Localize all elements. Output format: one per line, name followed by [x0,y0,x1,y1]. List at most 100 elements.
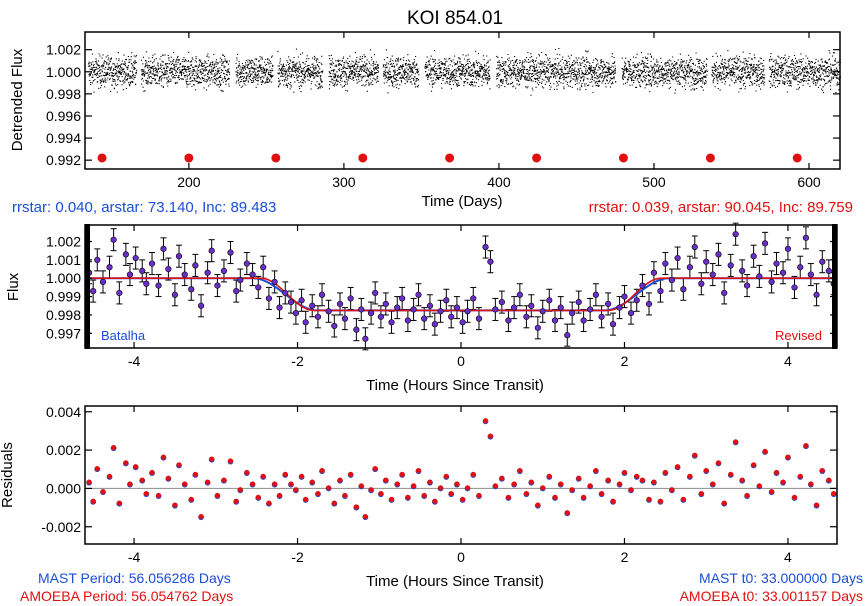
flux-error-bars [86,222,837,351]
residual-point-revised [675,464,681,470]
residual-point-revised [276,492,283,499]
residual-point-revised [710,481,716,487]
residual-point-revised [394,481,400,487]
folded-transit-xlabel: Time (Hours Since Transit) [366,377,544,394]
revised-model-curve [85,277,837,312]
residual-point-revised [94,466,100,472]
residual-point-revised [739,477,745,483]
folded-flux-point [674,254,681,262]
folded-flux-point [415,291,422,298]
revised-label: Revised [775,328,822,343]
amoeba-t0: AMOEBA t0: 33.001157 Days [680,588,863,604]
residual-point-revised [155,492,162,499]
folded-flux-point [399,295,406,302]
folded-flux-point [260,264,267,271]
residual-point-revised [221,477,227,483]
folded-flux-point [309,302,316,309]
residual-point-revised [237,487,243,493]
residual-point-revised [715,460,722,466]
folded-flux-point [292,310,299,317]
folded-flux-point [609,321,617,328]
residual-point-revised [86,479,92,485]
folded-flux-point [443,297,450,304]
x-tick-label: -2 [291,549,304,565]
residual-point-revised [233,498,239,504]
y-tick-label: 0.000 [46,480,81,496]
x-tick-label: 0 [457,549,465,565]
folded-flux-point [516,291,523,298]
residual-point-revised [470,471,476,477]
folded-flux-point [106,264,113,271]
folded-flux-point [825,267,832,274]
residual-point-revised [149,469,155,476]
folded-flux-point [181,271,188,278]
folded-flux-point [569,310,576,317]
residual-point-revised [415,467,422,474]
residual-point-revised [331,500,337,506]
x-tick-label: 4 [784,549,792,565]
folded-flux-point [431,321,438,328]
residual-point-revised [598,490,605,497]
x-tick-label: 0 [457,353,465,369]
folded-flux-point [325,308,332,315]
folded-flux-point [214,282,221,289]
left-frame-bar [85,224,90,349]
residuals-ticks: -4 -2 0 2 4 -0.002 0.000 0.002 0.004 [41,404,837,565]
folded-flux-point [482,243,489,251]
residual-point-revised [143,490,149,497]
light-curve-ylabel: Detrended Flux [9,48,26,151]
transit-marker [184,153,194,163]
folded-flux-point [404,317,411,324]
residual-point-revised [209,456,215,462]
residual-point-revised [505,494,512,500]
residual-point-revised [288,481,294,487]
folded-flux-point [807,271,814,278]
y-tick-label: 0.004 [46,404,81,420]
folded-flux-point [779,269,787,276]
residual-point-revised [803,443,809,449]
light-curve-ticks: 200 300 400 500 600 0.992 0.994 0.996 0.998 1.000… [46,32,840,190]
residual-point-revised [728,471,734,477]
residual-point-revised [646,496,652,502]
transit-marker [97,153,107,163]
residual-point-revised [762,448,768,454]
folded-flux-point [237,276,244,284]
folded-flux-point [721,289,728,297]
residual-point-revised [558,481,564,487]
folded-flux-point [662,260,669,267]
y-tick-label: 0.002 [46,442,81,458]
residual-point-revised [299,473,305,479]
folded-flux-point [511,304,518,311]
residual-point-revised [337,477,343,483]
x-tick-label: -2 [291,353,304,369]
residual-point-revised [182,481,188,487]
x-tick-label: 2 [621,353,629,369]
transit-marker [271,153,281,163]
folded-flux-point [459,319,466,326]
residual-points [86,418,837,521]
residual-point-revised [303,496,309,502]
folded-flux-point [192,262,199,269]
folded-flux-point [394,304,401,311]
residual-point-revised [192,471,198,477]
transit-marker [358,153,368,163]
folded-flux-point [220,267,228,274]
y-tick-label: -0.002 [41,519,81,535]
folded-flux-point [367,310,375,317]
folded-flux-point [372,289,379,297]
folded-flux-point [761,240,769,247]
residual-point-revised [133,464,139,470]
y-tick-label: 0.998 [46,307,81,323]
residual-point-revised [315,490,321,497]
residual-point-revised [410,483,417,489]
x-tick-label: 400 [487,174,511,190]
folded-flux-point [715,251,722,258]
residual-point-revised [756,483,762,489]
transit-marker [792,153,802,163]
x-tick-label: -4 [128,353,141,369]
folded-flux-point [657,287,664,295]
residual-point-revised [437,485,444,491]
folded-flux-point [743,282,751,289]
residual-point-revised [721,500,727,506]
folded-flux-point [564,332,571,339]
